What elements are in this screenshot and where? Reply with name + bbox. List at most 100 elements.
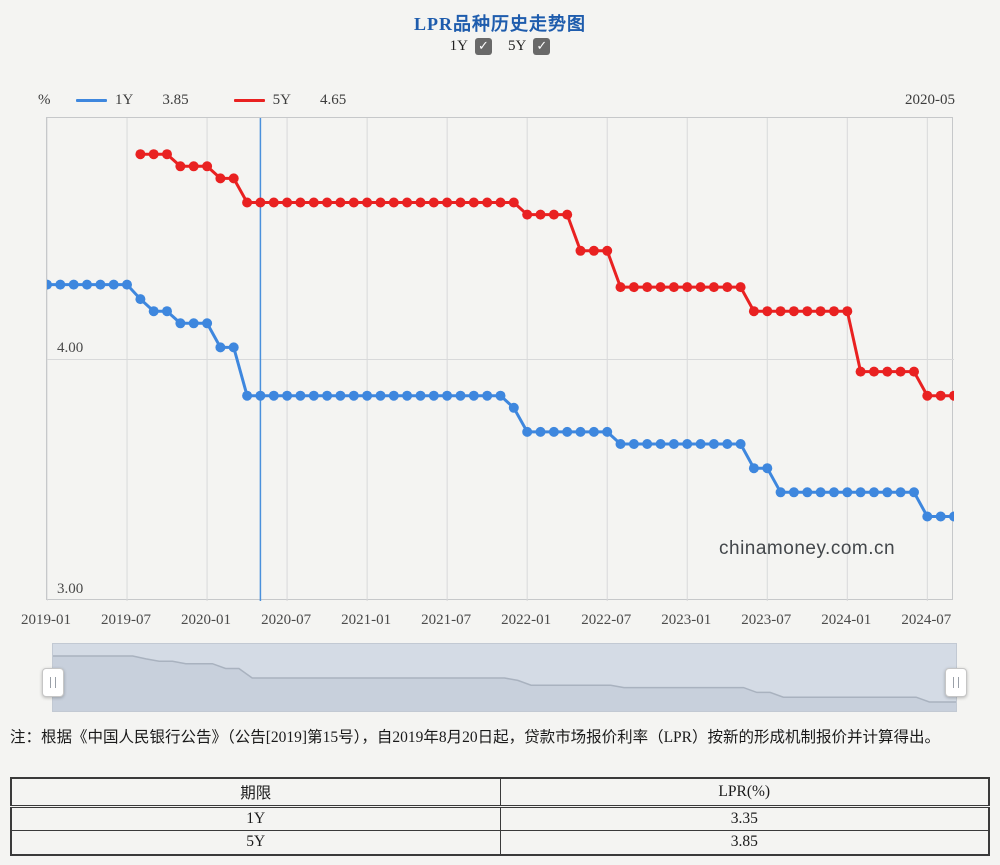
data-point-1y[interactable] [468,390,479,401]
data-point-1y[interactable] [282,390,293,401]
data-point-5y[interactable] [748,306,759,317]
data-point-5y[interactable] [762,306,773,317]
data-point-1y[interactable] [855,487,866,498]
data-point-5y[interactable] [388,197,399,208]
data-point-1y[interactable] [829,487,839,498]
data-point-1y[interactable] [375,390,386,401]
data-point-5y[interactable] [895,366,906,377]
data-point-1y[interactable] [348,390,359,401]
data-point-1y[interactable] [495,390,506,401]
data-point-5y[interactable] [668,282,679,293]
data-point-5y[interactable] [735,282,746,293]
data-point-1y[interactable] [935,511,946,522]
data-point-1y[interactable] [575,426,586,437]
data-point-5y[interactable] [628,282,639,293]
data-point-5y[interactable] [615,282,626,293]
data-point-5y[interactable] [842,306,853,317]
data-point-5y[interactable] [708,282,719,293]
data-point-1y[interactable] [735,439,746,449]
data-point-5y[interactable] [642,282,653,293]
data-point-1y[interactable] [642,439,653,449]
data-point-5y[interactable] [375,197,386,208]
data-point-1y[interactable] [455,390,466,401]
data-point-5y[interactable] [922,390,933,401]
data-point-1y[interactable] [802,487,813,498]
data-point-1y[interactable] [242,390,253,401]
data-point-1y[interactable] [708,439,719,449]
data-point-1y[interactable] [588,426,599,437]
data-point-5y[interactable] [148,149,159,160]
data-point-5y[interactable] [468,197,479,208]
data-point-5y[interactable] [308,197,319,208]
data-point-5y[interactable] [882,366,893,377]
data-point-5y[interactable] [909,366,919,377]
data-point-1y[interactable] [748,463,759,474]
data-point-1y[interactable] [415,390,426,401]
data-point-1y[interactable] [535,426,546,437]
data-point-5y[interactable] [815,306,826,317]
data-point-5y[interactable] [869,366,879,377]
navigator-right-handle[interactable] [945,668,967,697]
data-point-5y[interactable] [215,173,226,184]
data-point-5y[interactable] [202,161,213,172]
data-point-5y[interactable] [188,161,199,172]
data-point-5y[interactable] [602,245,613,256]
data-point-5y[interactable] [175,161,186,172]
range-navigator[interactable] [42,643,967,712]
data-point-1y[interactable] [188,318,199,329]
data-point-1y[interactable] [268,390,279,401]
data-point-1y[interactable] [909,487,919,498]
data-point-5y[interactable] [949,390,954,401]
data-point-5y[interactable] [415,197,426,208]
data-point-1y[interactable] [882,487,893,498]
data-point-1y[interactable] [615,439,626,449]
data-point-5y[interactable] [682,282,693,293]
data-point-5y[interactable] [348,197,359,208]
data-point-5y[interactable] [335,197,346,208]
data-point-5y[interactable] [829,306,839,317]
data-point-5y[interactable] [428,197,439,208]
data-point-1y[interactable] [295,390,306,401]
data-point-1y[interactable] [335,390,346,401]
data-point-5y[interactable] [575,245,586,256]
legend-name-1y[interactable]: 1Y [115,92,134,108]
data-point-5y[interactable] [695,282,706,293]
data-point-1y[interactable] [175,318,186,329]
data-point-1y[interactable] [162,306,172,317]
data-point-1y[interactable] [508,402,519,413]
data-point-5y[interactable] [722,282,733,293]
data-point-1y[interactable] [842,487,853,498]
data-point-5y[interactable] [522,209,533,220]
data-point-1y[interactable] [122,279,132,290]
data-point-1y[interactable] [255,390,266,401]
data-point-5y[interactable] [535,209,546,220]
data-point-1y[interactable] [148,306,159,317]
data-point-5y[interactable] [228,173,239,184]
data-point-1y[interactable] [402,390,413,401]
data-point-1y[interactable] [949,511,954,522]
data-point-1y[interactable] [135,294,146,305]
data-point-5y[interactable] [482,197,493,208]
data-point-1y[interactable] [682,439,693,449]
data-point-1y[interactable] [722,439,733,449]
data-point-5y[interactable] [322,197,333,208]
data-point-5y[interactable] [588,245,599,256]
data-point-1y[interactable] [362,390,373,401]
data-point-5y[interactable] [655,282,666,293]
data-point-5y[interactable] [255,197,266,208]
data-point-1y[interactable] [922,511,933,522]
data-point-1y[interactable] [548,426,559,437]
data-point-5y[interactable] [268,197,279,208]
data-point-5y[interactable] [802,306,813,317]
data-point-5y[interactable] [855,366,866,377]
data-point-1y[interactable] [228,342,239,353]
data-point-5y[interactable] [242,197,253,208]
data-point-1y[interactable] [482,390,493,401]
data-point-1y[interactable] [655,439,666,449]
data-point-5y[interactable] [402,197,413,208]
data-point-1y[interactable] [322,390,333,401]
data-point-1y[interactable] [388,390,399,401]
data-point-1y[interactable] [108,279,119,290]
data-point-1y[interactable] [668,439,679,449]
data-point-1y[interactable] [82,279,92,290]
